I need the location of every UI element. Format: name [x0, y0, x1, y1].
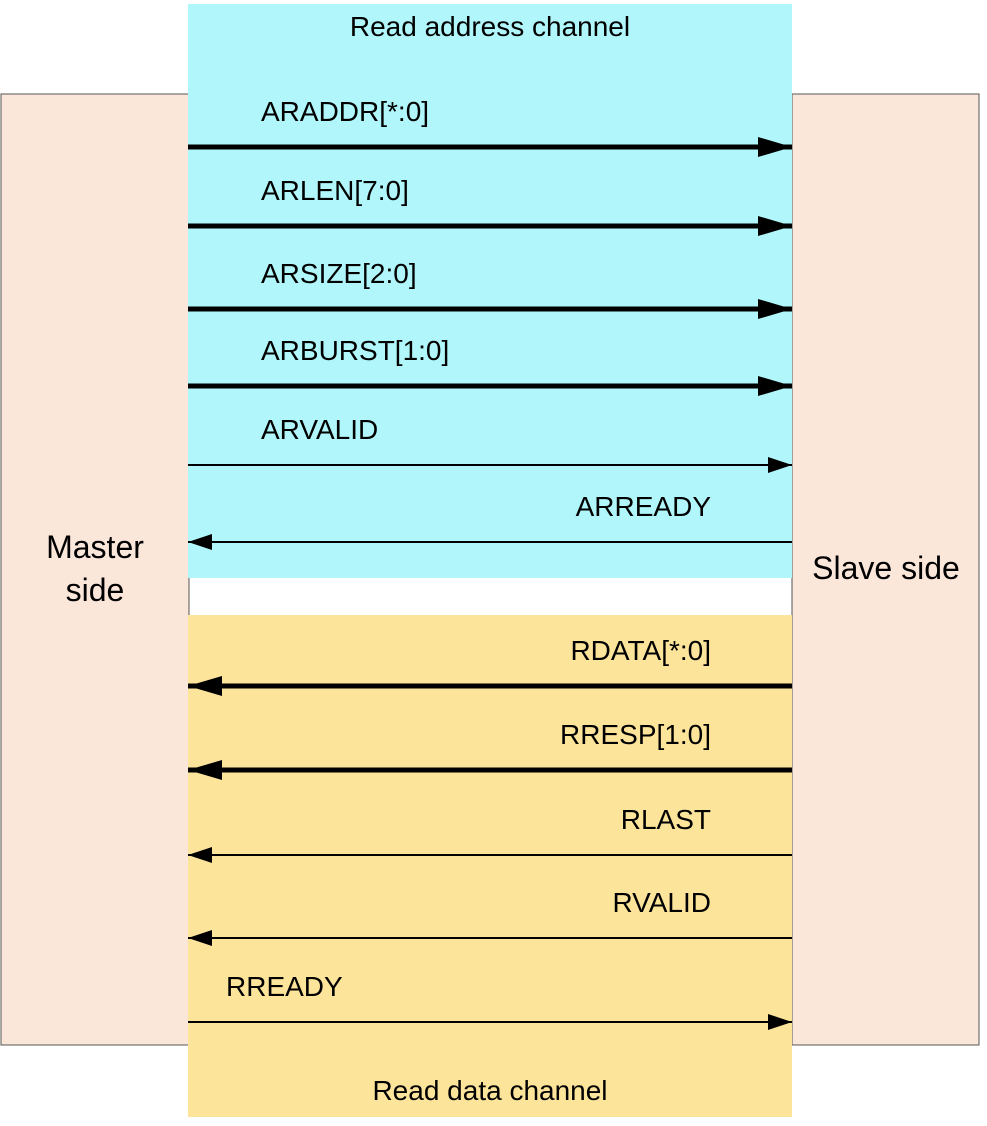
read-data-channel-area [188, 615, 792, 1117]
arvalid-label: ARVALID [261, 414, 378, 445]
arlen-7-0-label: ARLEN[7:0] [261, 175, 409, 206]
slave-side-label: Slave side [812, 550, 960, 586]
rlast-label: RLAST [621, 804, 711, 835]
master-side-box [0, 93, 190, 1046]
slave-side-box [791, 93, 980, 1046]
arready-label: ARREADY [576, 491, 712, 522]
arsize-2-0-label: ARSIZE[2:0] [261, 258, 417, 289]
read-address-channel-area [188, 4, 792, 578]
arburst-1-0-label: ARBURST[1:0] [261, 335, 449, 366]
signal-arrows: ARADDR[*:0] ARLEN[7:0] ARSIZE[2:0] ARBURST[… [188, 96, 792, 1030]
read-data-channel-title: Read data channel [372, 1075, 607, 1106]
rready-label: RREADY [226, 971, 343, 1002]
master-side-label-line2: side [66, 572, 125, 608]
araddr-0-label: ARADDR[*:0] [261, 96, 429, 127]
rvalid-label: RVALID [612, 887, 711, 918]
master-side-label-line1: Master [46, 529, 144, 565]
read-address-channel-title: Read address channel [350, 11, 630, 42]
rdata-0-label: RDATA[*:0] [570, 635, 711, 666]
rresp-1-0-label: RRESP[1:0] [560, 719, 711, 750]
